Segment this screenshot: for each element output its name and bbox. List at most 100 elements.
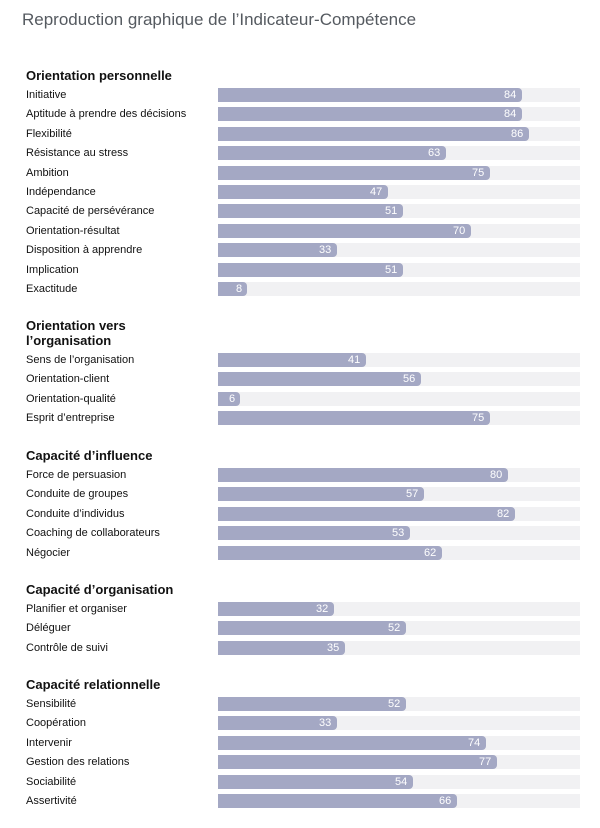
bar-track: 84 (218, 107, 580, 121)
bar-value-label: 56 (403, 373, 416, 385)
bar-value-label: 8 (236, 283, 243, 295)
competence-label: Aptitude à prendre des décisions (26, 108, 187, 120)
bar-track: 56 (218, 372, 580, 386)
bar-track: 52 (218, 621, 580, 635)
competence-label: Assertivité (26, 795, 77, 807)
competence-bar (218, 526, 410, 540)
bar-value-label: 54 (395, 776, 408, 788)
competence-bar (218, 107, 522, 121)
competence-label: Capacité de persévérance (26, 205, 155, 217)
bar-track: 51 (218, 204, 580, 218)
competence-bar (218, 487, 424, 501)
competence-label: Contrôle de suivi (26, 642, 108, 654)
competence-label: Ambition (26, 167, 69, 179)
competence-bar (218, 468, 508, 482)
competence-label: Disposition à apprendre (26, 244, 143, 256)
bar-track: 63 (218, 146, 580, 160)
bar-track: 80 (218, 468, 580, 482)
bar-value-label: 47 (370, 186, 383, 198)
competence-label: Sensibilité (26, 698, 77, 710)
bar-track: 66 (218, 794, 580, 808)
bar-value-label: 63 (428, 147, 441, 159)
competence-bar (218, 755, 497, 769)
competence-bar (218, 411, 490, 425)
competence-bar (218, 775, 413, 789)
competence-bar (218, 185, 388, 199)
competence-label: Sens de l’organisation (26, 354, 135, 366)
competence-label: Conduite d’individus (26, 508, 125, 520)
bar-value-label: 51 (385, 205, 398, 217)
bar-value-label: 74 (468, 737, 481, 749)
bar-track: 53 (218, 526, 580, 540)
bar-track: 52 (218, 697, 580, 711)
competence-label: Exactitude (26, 283, 78, 295)
bar-value-label: 33 (319, 244, 332, 256)
section-title: Orientation vers l’organisation (26, 318, 126, 348)
bar-track: 86 (218, 127, 580, 141)
bar-value-label: 35 (327, 642, 340, 654)
bar-value-label: 52 (388, 698, 401, 710)
competence-label: Orientation-résultat (26, 225, 120, 237)
competence-label: Orientation-client (26, 373, 110, 385)
bar-track: 77 (218, 755, 580, 769)
page-title: Reproduction graphique de l’Indicateur-C… (22, 10, 417, 29)
competence-bar (218, 716, 337, 730)
bar-track: 70 (218, 224, 580, 238)
bar-value-label: 75 (472, 167, 485, 179)
competence-label: Gestion des relations (26, 756, 130, 768)
competence-bar (218, 546, 442, 560)
competence-bar (218, 392, 240, 406)
competence-bar (218, 243, 337, 257)
competence-bar (218, 794, 457, 808)
section-title: Orientation personnelle (26, 68, 172, 83)
competence-label: Intervenir (26, 737, 72, 749)
bar-value-label: 82 (497, 508, 510, 520)
bar-value-label: 41 (348, 354, 361, 366)
competence-label: Coopération (26, 717, 86, 729)
bar-value-label: 66 (439, 795, 452, 807)
competence-bar (218, 507, 515, 521)
competence-bar (218, 697, 406, 711)
bar-track: 6 (218, 392, 580, 406)
competence-label: Déléguer (26, 622, 71, 634)
bar-track: 54 (218, 775, 580, 789)
bar-track: 75 (218, 411, 580, 425)
competence-bar (218, 621, 406, 635)
competence-label: Indépendance (26, 186, 96, 198)
competence-label: Force de persuasion (26, 469, 127, 481)
bar-value-label: 70 (453, 225, 466, 237)
competence-bar (218, 372, 421, 386)
bar-value-label: 80 (490, 469, 503, 481)
competence-bar (218, 263, 403, 277)
bar-value-label: 86 (511, 128, 524, 140)
section-title: Capacité relationnelle (26, 677, 161, 692)
section-title: Capacité d’influence (26, 448, 153, 463)
bar-track: 75 (218, 166, 580, 180)
competence-bar (218, 204, 403, 218)
bar-track: 84 (218, 88, 580, 102)
competence-label: Planifier et organiser (26, 603, 127, 615)
bar-value-label: 53 (392, 527, 405, 539)
competence-label: Initiative (26, 89, 67, 101)
competence-label: Résistance au stress (26, 147, 129, 159)
bar-track: 62 (218, 546, 580, 560)
competence-label: Flexibilité (26, 128, 72, 140)
bar-value-label: 6 (229, 393, 236, 405)
competence-bar (218, 127, 529, 141)
competence-bar (218, 282, 247, 296)
competence-bar (218, 146, 446, 160)
competence-bar (218, 166, 490, 180)
competence-label: Conduite de groupes (26, 488, 129, 500)
bar-track: 8 (218, 282, 580, 296)
bar-value-label: 77 (479, 756, 492, 768)
bar-value-label: 84 (504, 89, 517, 101)
bar-track: 57 (218, 487, 580, 501)
competence-bar (218, 353, 366, 367)
bar-track: 74 (218, 736, 580, 750)
bar-value-label: 33 (319, 717, 332, 729)
bar-track: 35 (218, 641, 580, 655)
competence-label: Implication (26, 264, 79, 276)
competence-bar (218, 88, 522, 102)
competence-label: Négocier (26, 547, 71, 559)
